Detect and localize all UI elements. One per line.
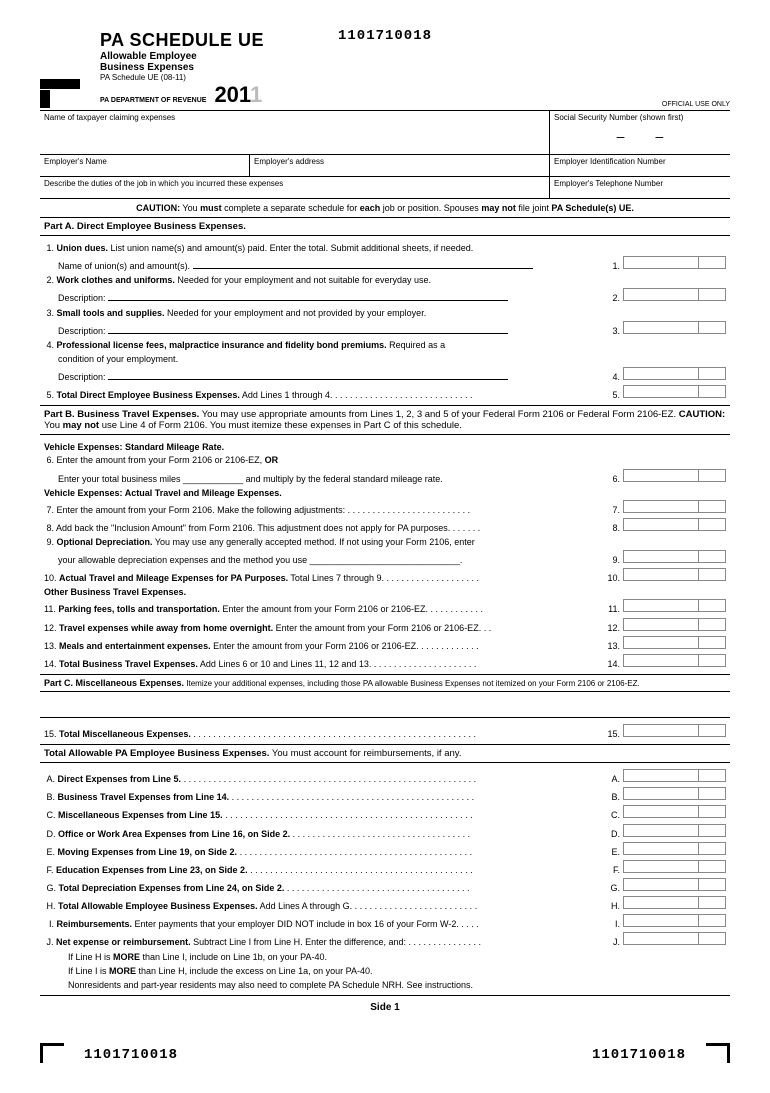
field-ein[interactable]: Employer Identification Number [550,155,730,176]
amt-11[interactable] [623,599,698,612]
amt-8[interactable] [623,518,698,531]
amt-C[interactable] [623,805,698,818]
amt-I[interactable] [623,914,698,927]
field-taxpayer-name[interactable]: Name of taxpayer claiming expenses [40,111,550,154]
tax-year: 2011 [214,82,262,108]
amt-9[interactable] [623,550,698,563]
amt-14[interactable] [623,654,698,667]
row-employer: Employer's Name Employer's address Emplo… [40,155,730,177]
ssn-dashes: – – [554,122,726,144]
field-employer-phone[interactable]: Employer's Telephone Number [550,177,730,198]
sub-vehicle-standard: Vehicle Expenses: Standard Mileage Rate. [44,442,726,452]
part-b-header: Part B. Business Travel Expenses. You ma… [40,406,730,435]
sub-vehicle-actual: Vehicle Expenses: Actual Travel and Mile… [44,488,726,498]
part-a-body: 1. Union dues. List union name(s) and am… [40,236,730,406]
amt-D[interactable] [623,824,698,837]
totals-header: Total Allowable PA Employee Business Exp… [40,745,730,763]
amt-7[interactable] [623,500,698,513]
field-employer-name[interactable]: Employer's Name [40,155,250,176]
field-employer-address[interactable]: Employer's address [250,155,550,176]
form-header: 1101710018 PA SCHEDULE UE Allowable Empl… [40,30,730,111]
form-revision: PA Schedule UE (08-11) [100,73,415,82]
amt-H[interactable] [623,896,698,909]
totals-body: 15. Total Miscellaneous Expenses. . . . … [40,718,730,745]
subtitle-1: Allowable Employee [100,51,415,62]
totals-lines: A. Direct Expenses from Line 5. . . . . … [40,763,730,996]
amt-1[interactable] [623,256,698,269]
amt-6[interactable] [623,469,698,482]
amt-G[interactable] [623,878,698,891]
dept-name: PA DEPARTMENT OF REVENUE [100,97,206,104]
amt-5[interactable] [623,385,698,398]
amt-13[interactable] [623,636,698,649]
misc-blank-area[interactable] [40,692,730,718]
amt-4[interactable] [623,367,698,380]
registration-mark-bl [40,1043,64,1063]
side-label: Side 1 [40,1002,730,1013]
official-use: OFFICIAL USE ONLY [415,101,730,108]
part-a-header: Part A. Direct Employee Business Expense… [40,218,730,236]
amt-12[interactable] [623,618,698,631]
amt-J[interactable] [623,932,698,945]
barcode-bl: 1101710018 [84,1047,178,1063]
amt-E[interactable] [623,842,698,855]
field-duties[interactable]: Describe the duties of the job in which … [40,177,550,198]
part-b-body: Vehicle Expenses: Standard Mileage Rate.… [40,435,730,675]
footer-marks: 1101710018 1101710018 [40,1043,730,1063]
subtitle-2: Business Expenses [100,62,415,73]
amt-15[interactable] [623,724,698,737]
row-taxpayer-ssn: Name of taxpayer claiming expenses Socia… [40,111,730,155]
amt-B[interactable] [623,787,698,800]
row-duties: Describe the duties of the job in which … [40,177,730,199]
registration-mark-tl [40,79,100,108]
barcode-top: 1101710018 [338,28,432,44]
amt-2[interactable] [623,288,698,301]
amt-A[interactable] [623,769,698,782]
barcode-br: 1101710018 [592,1047,686,1063]
part-c-header: Part C. Miscellaneous Expenses. Itemize … [40,675,730,692]
amt-3[interactable] [623,321,698,334]
field-ssn[interactable]: Social Security Number (shown first) – – [550,111,730,154]
amt-10[interactable] [623,568,698,581]
sub-other-travel: Other Business Travel Expenses. [44,587,726,597]
amt-F[interactable] [623,860,698,873]
registration-mark-br [706,1043,730,1063]
caution-banner: CAUTION: You must complete a separate sc… [40,199,730,218]
